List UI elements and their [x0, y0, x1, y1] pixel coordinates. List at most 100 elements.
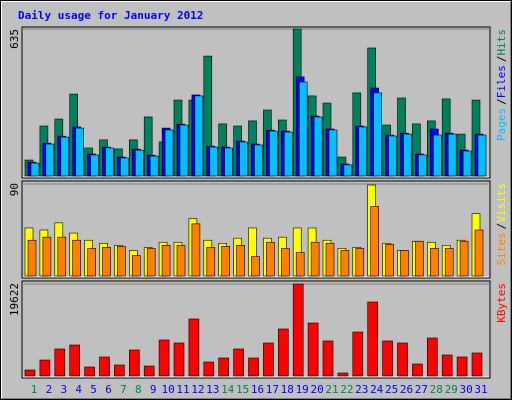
- y-tick-label: 90: [8, 183, 21, 196]
- x-tick-label: 13: [206, 383, 219, 396]
- bar: [447, 133, 457, 177]
- bar: [129, 349, 140, 377]
- bar: [176, 245, 186, 277]
- y-tick-label: 635: [8, 29, 21, 49]
- bar: [355, 248, 365, 277]
- bar: [474, 229, 484, 277]
- bar: [99, 356, 110, 377]
- bar: [403, 133, 412, 177]
- x-tick-label: 1: [31, 383, 38, 396]
- bar: [471, 352, 483, 377]
- x-tick-label: 8: [135, 383, 142, 396]
- bar: [105, 147, 114, 177]
- bar: [233, 348, 244, 377]
- bar: [340, 250, 350, 277]
- legend-entry: Hits: [495, 29, 508, 56]
- bar: [358, 126, 368, 177]
- bar: [385, 244, 394, 277]
- x-tick-label: 23: [355, 383, 368, 396]
- bar: [367, 301, 379, 377]
- bar: [462, 150, 472, 177]
- bar: [397, 342, 408, 377]
- bar: [426, 337, 438, 377]
- bar: [39, 359, 51, 377]
- bar: [221, 246, 230, 277]
- bar: [218, 357, 229, 377]
- bar: [295, 252, 305, 277]
- bar: [90, 154, 99, 177]
- legend-entry: Sites: [495, 232, 508, 265]
- x-tick-label: 7: [120, 383, 127, 396]
- bar: [266, 241, 275, 277]
- bar: [459, 240, 469, 277]
- bar: [135, 149, 144, 177]
- bar: [209, 146, 219, 177]
- bar: [441, 354, 453, 377]
- x-tick-label: 31: [474, 383, 487, 396]
- x-tick-label: 16: [251, 383, 264, 396]
- bar: [283, 131, 293, 177]
- x-tick-label: 22: [340, 383, 353, 396]
- bar: [429, 248, 439, 277]
- chart-title: Daily usage for January 2012: [18, 9, 203, 22]
- bar: [42, 236, 52, 277]
- bar: [269, 130, 278, 177]
- bar: [310, 241, 320, 277]
- bar: [102, 247, 111, 277]
- bar: [203, 361, 215, 377]
- bar: [307, 322, 319, 377]
- bar: [280, 248, 290, 277]
- bar: [373, 92, 383, 177]
- x-tick-label: 26: [400, 383, 413, 396]
- bar: [239, 141, 248, 177]
- bar: [432, 134, 442, 177]
- x-tick-label: 24: [370, 383, 384, 396]
- y-tick-label: 19622: [8, 283, 21, 316]
- bar: [313, 116, 323, 177]
- legend-entry: Visits: [495, 183, 508, 223]
- bar: [325, 242, 335, 277]
- x-tick-label: 11: [176, 383, 189, 396]
- legend: Pages/Files/Hits: [495, 29, 508, 141]
- bar: [206, 247, 216, 277]
- bar: [164, 129, 174, 177]
- x-tick-label: 20: [310, 383, 323, 396]
- bar: [343, 164, 353, 177]
- x-tick-label: 27: [415, 383, 428, 396]
- bar: [444, 248, 454, 277]
- bar: [87, 248, 96, 277]
- bar: [69, 344, 80, 377]
- bar: [194, 95, 204, 177]
- bar: [84, 366, 95, 377]
- bar: [251, 256, 260, 277]
- x-tick-label: 28: [430, 383, 443, 396]
- bar: [352, 331, 364, 377]
- legend-separator: /: [495, 56, 508, 63]
- x-tick-label: 21: [325, 383, 338, 396]
- legend-entry: KBytes: [495, 283, 508, 323]
- bar: [328, 129, 338, 177]
- bar: [72, 239, 81, 277]
- bar: [418, 154, 427, 177]
- bar: [57, 236, 67, 277]
- x-tick-label: 17: [266, 383, 279, 396]
- bar: [337, 372, 349, 377]
- legend: KBytes: [495, 283, 508, 323]
- bar: [114, 364, 125, 377]
- x-tick-label: 9: [150, 383, 157, 396]
- bar: [477, 134, 487, 177]
- x-tick-label: 29: [445, 383, 458, 396]
- legend-separator: /: [495, 223, 508, 230]
- bar: [370, 206, 380, 277]
- x-tick-label: 30: [459, 383, 472, 396]
- x-tick-label: 6: [105, 383, 112, 396]
- bar: [161, 245, 171, 277]
- bar: [146, 248, 156, 277]
- legend-separator: /: [495, 98, 508, 105]
- bar: [143, 365, 155, 377]
- bar: [254, 144, 263, 177]
- bar: [263, 342, 274, 377]
